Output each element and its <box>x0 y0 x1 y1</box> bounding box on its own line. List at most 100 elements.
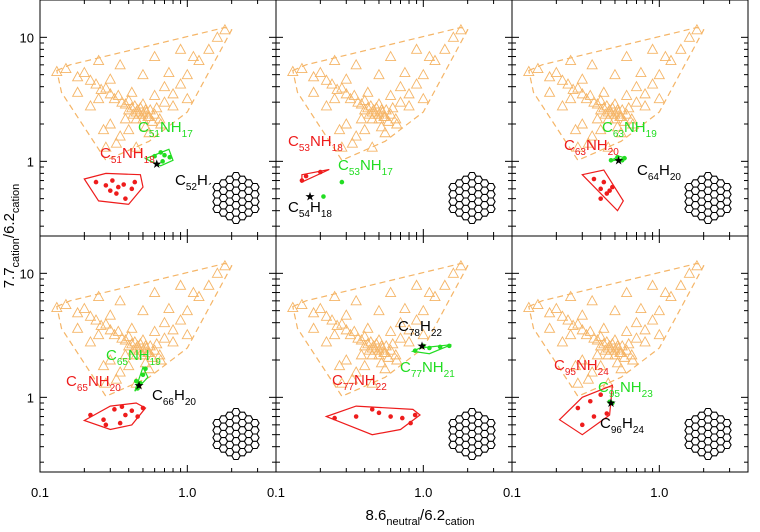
background-triangle <box>146 351 159 362</box>
formula-subscript: 18 <box>321 209 333 220</box>
x-tick-label: 1.0 <box>414 485 432 500</box>
background-triangle <box>51 65 63 76</box>
x-axis-title-sub: cation <box>445 516 474 527</box>
formula-atom: C <box>338 157 349 174</box>
green-point <box>138 380 143 386</box>
background-triangle <box>71 322 84 333</box>
formula-atom: C <box>175 172 186 189</box>
red-point <box>318 169 323 175</box>
background-triangle <box>618 115 631 126</box>
formula-subscript: 54 <box>299 209 311 220</box>
background-triangle <box>410 314 423 325</box>
formula-subscript: 19 <box>150 357 162 368</box>
background-triangle <box>320 310 333 321</box>
background-triangle <box>110 373 123 384</box>
background-triangle <box>352 96 364 107</box>
background-triangle <box>174 279 187 290</box>
background-triangle <box>653 92 666 104</box>
background-triangle <box>609 304 621 316</box>
formula-subscript: 24 <box>633 425 645 436</box>
background-triangle <box>122 103 135 115</box>
background-triangle <box>51 301 63 312</box>
background-triangle <box>646 43 659 54</box>
background-triangle <box>167 335 179 347</box>
background-triangle <box>576 118 589 129</box>
y-axis-title-sub: cation <box>10 184 22 213</box>
formula-subscript: 20 <box>110 383 122 394</box>
background-triangle <box>167 323 179 335</box>
background-triangle <box>148 108 161 119</box>
background-triangle <box>100 318 112 329</box>
red-point <box>587 398 593 404</box>
background-triangle <box>130 112 142 124</box>
molecule-bg <box>443 405 501 463</box>
red-hull <box>581 169 625 212</box>
red-point <box>103 183 109 188</box>
x-tick-label: 0.1 <box>31 485 49 500</box>
background-triangle <box>340 87 353 99</box>
background-triangle <box>373 98 385 109</box>
background-triangle <box>126 86 138 97</box>
formula-atom: C <box>288 199 299 216</box>
background-triangle <box>95 319 107 330</box>
formula-atom: C <box>602 119 613 136</box>
background-triangle <box>609 98 621 109</box>
formula-atom: NH <box>576 357 598 374</box>
formula-atom: C <box>554 357 565 374</box>
formula-subscript: 22 <box>431 328 443 339</box>
red-series-label: C53NH18 <box>288 133 343 154</box>
background-triangle <box>203 43 215 54</box>
molecule-bg <box>207 405 265 463</box>
red-point <box>119 404 125 410</box>
formula-atom: H <box>197 172 208 189</box>
formula-atom: NH <box>160 119 182 136</box>
background-triangle <box>543 322 556 333</box>
background-triangle <box>403 99 415 111</box>
red-point <box>129 186 135 192</box>
red-point <box>604 191 610 196</box>
background-triangle <box>576 87 589 99</box>
background-triangle <box>653 328 666 340</box>
background-triangle <box>403 87 415 99</box>
red-point <box>129 408 135 414</box>
y-axis-title-sub: cation <box>10 238 22 267</box>
background-triangle <box>576 73 589 84</box>
background-triangle <box>60 298 72 310</box>
background-triangle <box>580 92 593 104</box>
background-triangle <box>386 101 399 113</box>
background-triangle <box>423 286 436 297</box>
red-point <box>388 414 393 419</box>
background-triangle <box>355 112 368 124</box>
background-triangle <box>659 50 672 61</box>
background-triangle <box>340 309 353 320</box>
background-triangle <box>366 348 378 360</box>
formula-subscript: 52 <box>186 182 198 193</box>
molecule-icon <box>207 169 265 227</box>
background-triangle <box>379 362 391 374</box>
green-series-label: C77NH21 <box>400 359 455 380</box>
background-triangle <box>331 319 343 330</box>
molecule-icon <box>207 405 265 463</box>
background-triangle <box>307 86 320 97</box>
background-triangle <box>591 348 604 360</box>
formula-subscript: 20 <box>185 397 197 408</box>
background-triangle <box>320 74 333 85</box>
background-triangle <box>362 86 374 97</box>
red-point <box>376 410 382 416</box>
green-point <box>162 152 167 158</box>
background-triangle <box>95 83 107 94</box>
background-triangle <box>100 141 112 152</box>
red-point <box>123 412 128 418</box>
background-triangle <box>564 92 577 104</box>
background-triangle <box>112 89 125 100</box>
background-triangle <box>384 325 397 336</box>
red-point <box>601 179 607 185</box>
formula-atom: H <box>420 318 431 335</box>
background-triangle <box>108 328 121 340</box>
x-axis-title: 8.6neutral/6.2cation <box>366 507 475 527</box>
green-point <box>427 345 432 351</box>
background-triangle <box>523 65 535 76</box>
green-hull <box>410 344 452 355</box>
formula-subscript: 51 <box>111 155 123 166</box>
background-triangle <box>181 328 194 340</box>
